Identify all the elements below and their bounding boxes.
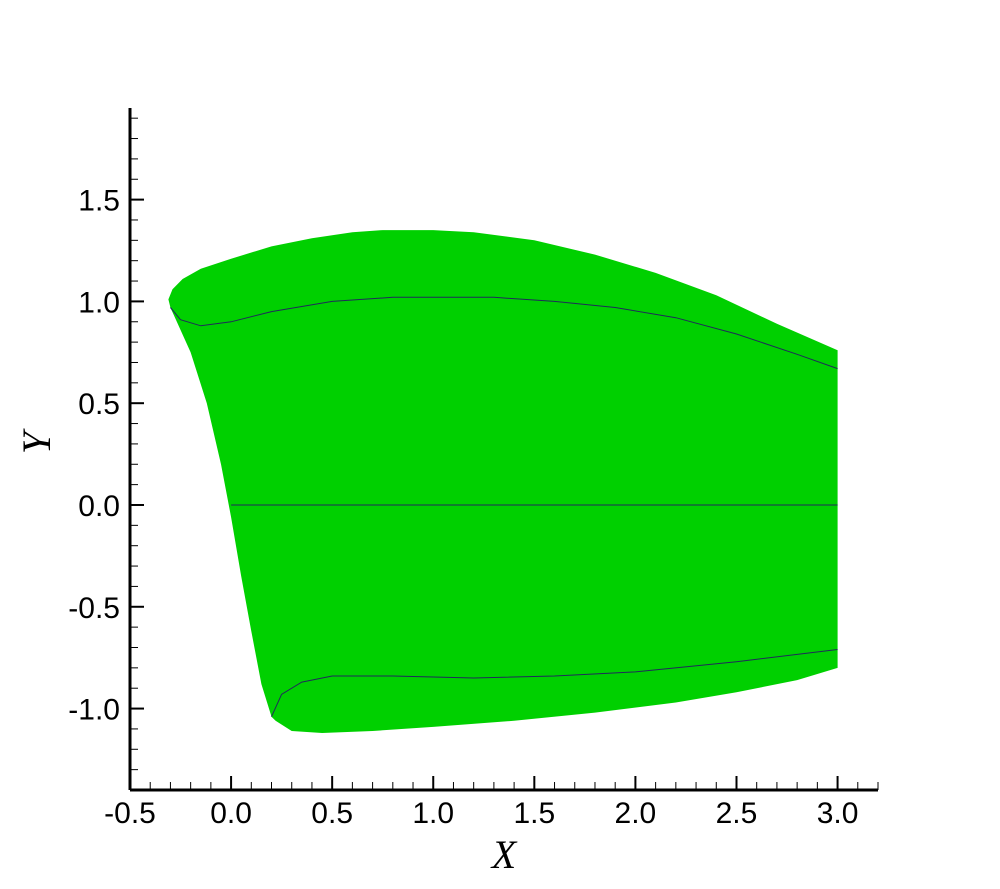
- axes: -0.5 0.0 0.5 1.0 1.5 2.0 2.5 3.0 -1.0 -0.5 0.0 0.5…: [68, 108, 879, 830]
- y-tick-label: 0.0: [78, 490, 120, 523]
- y-tick-label: 0.5: [78, 388, 120, 421]
- contour-line-2: [271, 649, 838, 717]
- y-axis-title: Y: [14, 428, 59, 454]
- x-tick-label: 1.5: [513, 797, 555, 830]
- plot-area: [168, 230, 838, 733]
- x-tick-label: 0.0: [210, 797, 252, 830]
- x-tick-label: 2.0: [615, 797, 657, 830]
- y-ticks: -1.0 -0.5 0.0 0.5 1.0 1.5: [68, 117, 144, 791]
- y-tick-label: 1.0: [78, 286, 120, 319]
- x-ticks: -0.5 0.0 0.5 1.0 1.5 2.0 2.5 3.0: [104, 776, 879, 830]
- x-tick-label: -0.5: [104, 797, 156, 830]
- x-axis-title: X: [490, 832, 518, 877]
- x-tick-label: 1.0: [412, 797, 454, 830]
- x-tick-label: 3.0: [817, 797, 859, 830]
- filled-region-0: [168, 230, 838, 733]
- y-tick-label: -0.5: [68, 592, 120, 625]
- y-tick-label: 1.5: [78, 185, 120, 218]
- y-tick-label: -1.0: [68, 694, 120, 727]
- contour-line-0: [170, 296, 838, 370]
- x-tick-label: 2.5: [716, 797, 758, 830]
- x-tick-label: 0.5: [311, 797, 353, 830]
